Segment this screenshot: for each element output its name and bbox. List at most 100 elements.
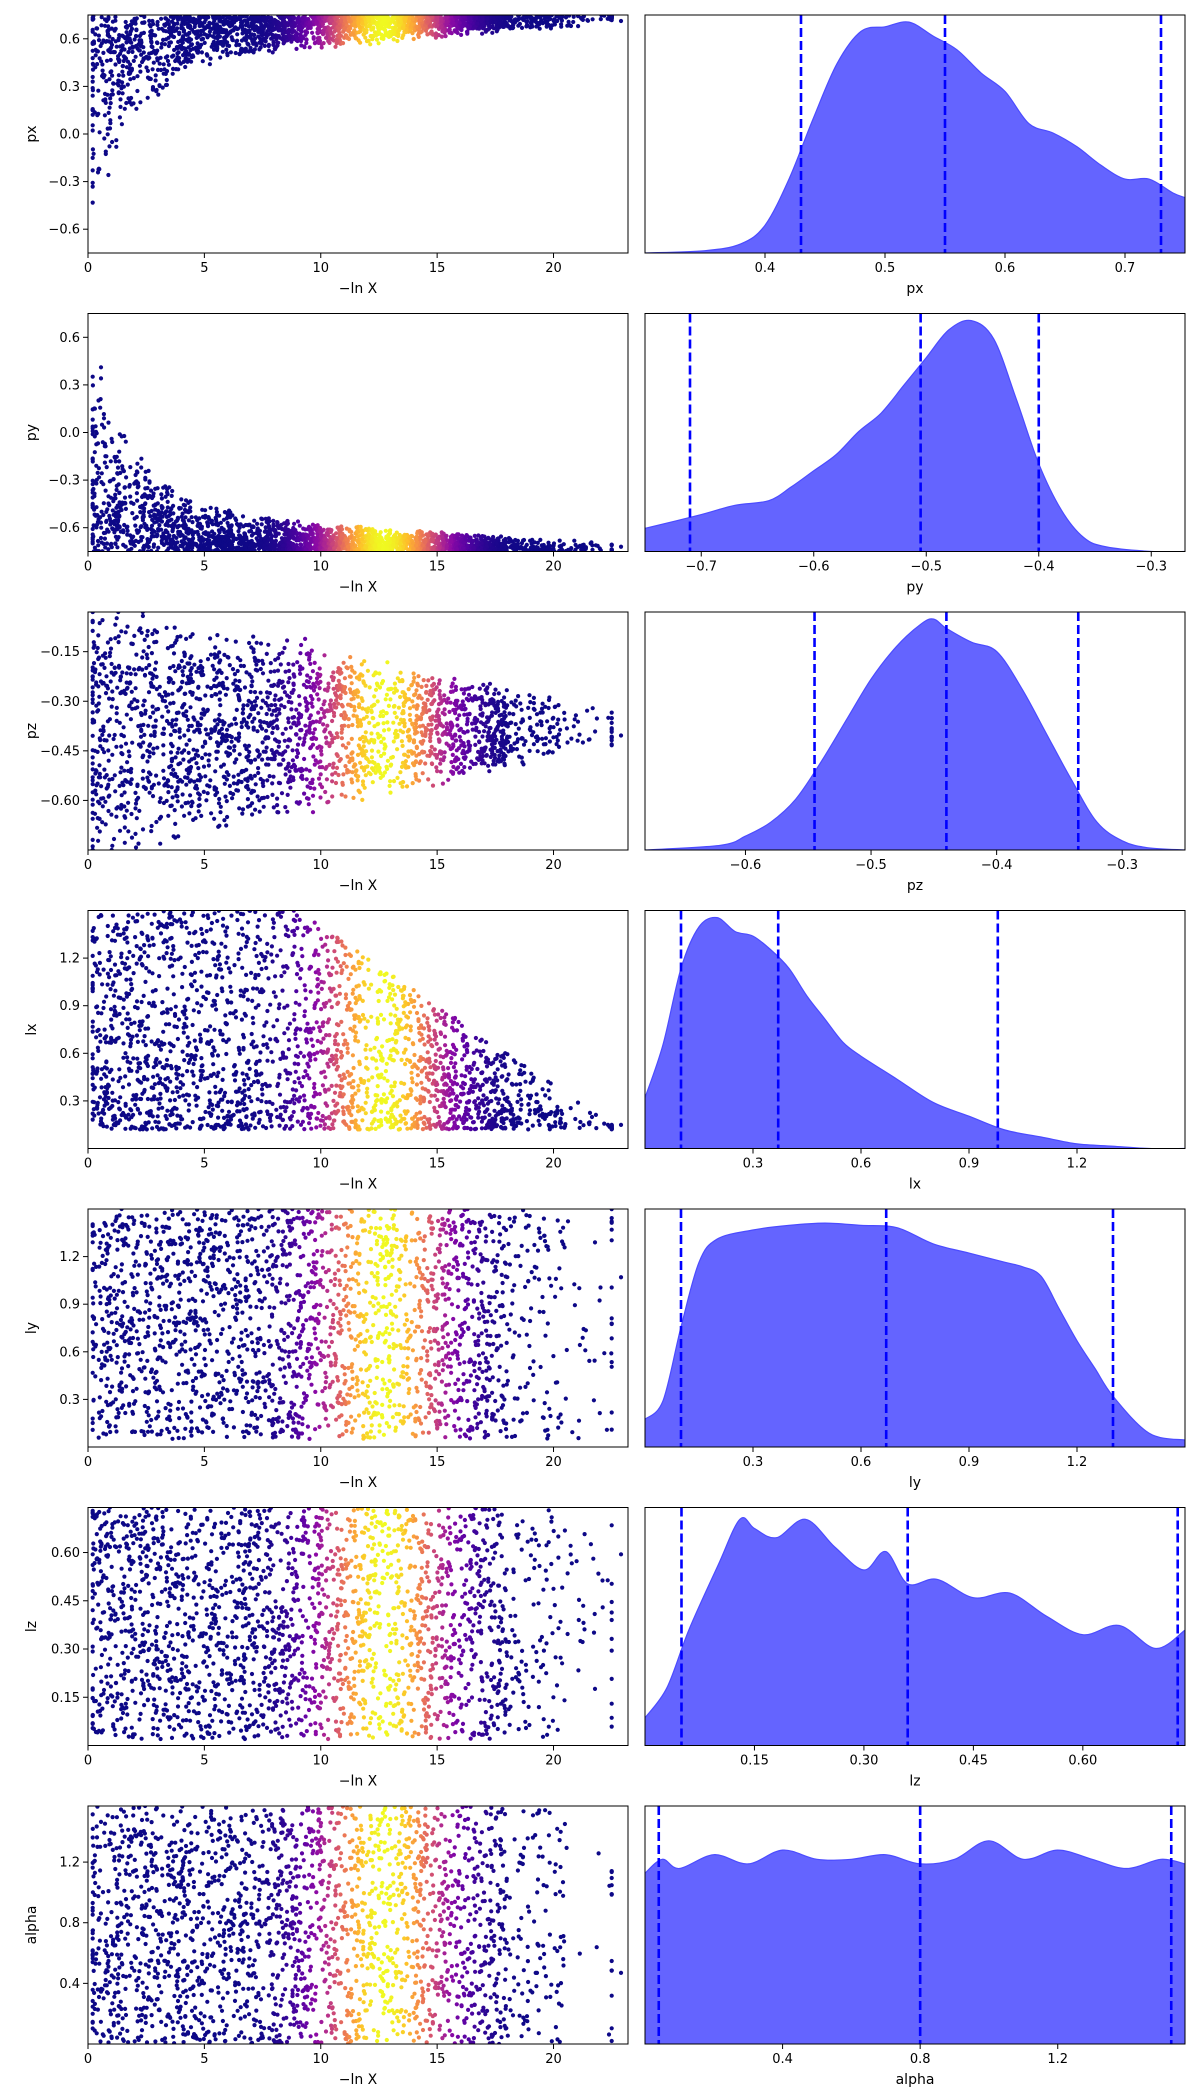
trace-py-point: [117, 513, 122, 518]
trace-py-point: [246, 522, 251, 528]
trace-px-point: [378, 23, 383, 28]
trace-px-point: [100, 72, 106, 77]
trace-py-point: [100, 549, 105, 552]
density-px-xtick-label: 0.5: [875, 261, 896, 276]
trace-px-point: [195, 50, 200, 55]
trace-pz-point: [209, 811, 214, 816]
trace-px-point: [558, 15, 563, 20]
density-py-xtick-label: −0.7: [685, 560, 717, 575]
trace-px-point: [214, 25, 219, 30]
trace-py-xtick-label: 20: [545, 560, 562, 575]
trace-px-point: [133, 33, 139, 39]
trace-pz-point: [107, 733, 112, 738]
trace-pz-point: [233, 678, 238, 683]
trace-px-point: [540, 21, 545, 26]
trace-px-point: [126, 96, 131, 101]
trace-px-point: [266, 43, 271, 49]
trace-px-point: [171, 66, 176, 71]
trace-py-point: [159, 541, 165, 546]
trace-px-point: [233, 15, 238, 18]
trace-py-point: [425, 547, 430, 552]
trace-py-point: [349, 529, 354, 535]
trace-py-point: [467, 548, 472, 552]
density-px-xtick-label: 0.6: [995, 261, 1016, 276]
trace-py-point: [519, 544, 524, 550]
trace-px-point: [294, 46, 299, 52]
trace-pz-point: [187, 723, 192, 729]
trace-pz-point: [149, 651, 154, 656]
trace-px-point: [459, 27, 464, 33]
trace-py-point: [306, 524, 312, 529]
trace-pz-point: [386, 727, 391, 732]
trace-py-point: [219, 534, 225, 540]
trace-py-point: [334, 531, 339, 536]
trace-py-point: [420, 543, 425, 548]
trace-px-point: [108, 40, 114, 45]
trace-pz-point: [291, 662, 296, 667]
trace-px-point: [148, 29, 153, 34]
trace-pz-point: [100, 732, 105, 738]
trace-py-point: [98, 405, 103, 410]
trace-py-xtick-label: 15: [429, 560, 446, 575]
trace-pz-point: [109, 704, 114, 709]
trace-py-point: [142, 494, 147, 499]
trace-px-point: [140, 20, 145, 25]
trace-pz-point: [123, 630, 128, 635]
trace-px-point: [410, 31, 415, 36]
trace-pz-point: [504, 688, 509, 693]
trace-px-point: [266, 32, 271, 37]
trace-px-point: [127, 100, 132, 105]
trace-px-point: [162, 67, 167, 72]
trace-py-point: [90, 495, 95, 500]
trace-px-point: [323, 35, 329, 41]
trace-py-point: [128, 465, 133, 470]
trace-py-point: [151, 534, 157, 539]
trace-py-point: [350, 541, 355, 546]
trace-px-point: [114, 144, 119, 149]
trace-px-point: [526, 15, 531, 18]
trace-py-point: [225, 536, 230, 541]
trace-pz-point: [224, 727, 230, 732]
trace-py-point: [117, 459, 122, 464]
trace-px-point: [119, 86, 124, 91]
trace-py-point: [406, 547, 411, 552]
trace-px-point: [227, 43, 232, 49]
trace-py-point: [333, 541, 338, 546]
trace-px-point: [102, 91, 108, 96]
trace-py-point: [237, 525, 242, 530]
trace-pz-point: [106, 758, 111, 763]
trace-py-point: [162, 511, 167, 516]
trace-py-point: [575, 545, 580, 550]
trace-px-point: [331, 34, 336, 39]
trace-py-point: [526, 548, 531, 552]
trace-px-point: [148, 36, 153, 41]
trace-py-point: [397, 546, 402, 551]
trace-py-point: [358, 524, 363, 530]
trace-px-point: [176, 39, 181, 45]
trace-py-point: [145, 539, 151, 544]
trace-px-point: [185, 59, 190, 64]
trace-py-point: [609, 549, 614, 552]
trace-px-point: [566, 19, 571, 24]
trace-px-point: [200, 59, 205, 64]
trace-px-point: [302, 15, 307, 18]
trace-px-panel: 0 5 10 15 20−0.6−0.30.00.30.6−ln Xpx: [24, 14, 629, 297]
trace-py-point: [132, 543, 137, 548]
trace-py-point: [548, 544, 553, 549]
trace-py-point: [217, 530, 222, 535]
trace-px-point: [208, 56, 213, 61]
trace-py-point: [414, 540, 420, 545]
trace-px-point: [537, 26, 542, 31]
trace-px-xtick-label: 10: [312, 261, 329, 276]
trace-px-point: [137, 48, 142, 53]
trace-px-point: [472, 24, 477, 29]
trace-px-point: [147, 18, 152, 23]
trace-py-point: [140, 518, 145, 523]
trace-py-point: [124, 475, 129, 480]
trace-py-point: [337, 541, 342, 546]
trace-py-point: [134, 491, 139, 496]
trace-px-point: [95, 26, 100, 31]
trace-py-point: [139, 465, 144, 470]
trace-px-point: [125, 33, 130, 39]
trace-px-point: [186, 51, 191, 56]
